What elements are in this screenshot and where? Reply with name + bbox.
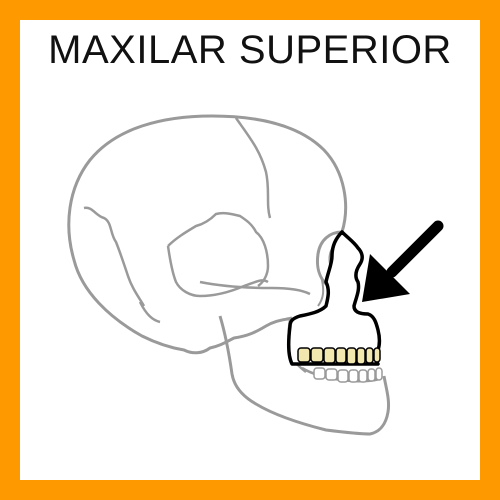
mandible-outline — [218, 315, 390, 436]
page-title: MAXILAR SUPERIOR — [48, 28, 452, 72]
maxilla-inner-contour — [317, 279, 325, 307]
arrow-down-left-icon — [362, 220, 444, 302]
squamous-suture — [167, 211, 270, 288]
coronal-suture — [234, 117, 272, 219]
zygomatic-arch — [199, 280, 311, 296]
upper-teeth — [297, 347, 381, 365]
mastoid-process — [138, 301, 161, 324]
lambdoid-suture — [83, 206, 146, 307]
skull-illustration — [67, 114, 444, 436]
cranium-outline — [67, 114, 348, 355]
lower-teeth — [313, 367, 383, 383]
temporal-contour — [166, 245, 269, 298]
